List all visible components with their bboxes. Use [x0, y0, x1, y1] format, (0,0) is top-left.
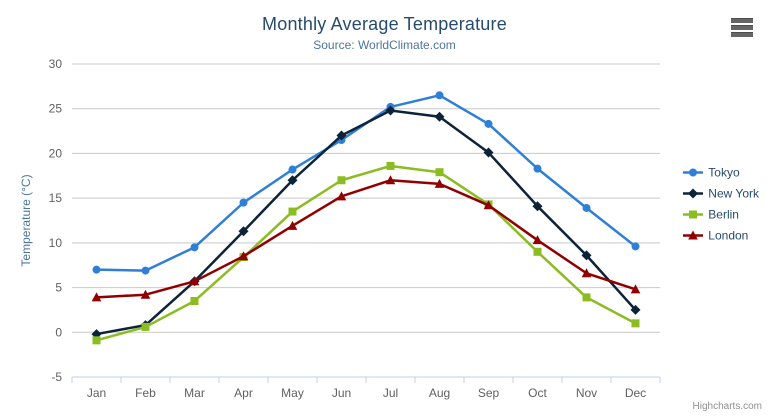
- y-tick-label: 0: [55, 325, 62, 339]
- legend-item-tokyo[interactable]: Tokyo: [683, 166, 759, 180]
- series-line-new-york[interactable]: [95, 109, 637, 336]
- point-tokyo-oct[interactable]: [533, 164, 542, 173]
- point-tokyo-feb[interactable]: [141, 266, 150, 275]
- y-axis-title: Temperature (°C): [19, 174, 33, 266]
- diamond-legend-marker[interactable]: [688, 188, 699, 199]
- point-tokyo-may[interactable]: [288, 165, 297, 174]
- triangle-legend-marker[interactable]: [688, 230, 699, 240]
- x-tick-label-sep: Sep: [478, 386, 500, 400]
- point-berlin-jun[interactable]: [337, 176, 346, 185]
- series-line-london[interactable]: [95, 179, 637, 299]
- point-london-may[interactable]: [287, 220, 298, 230]
- x-tick-label-apr: Apr: [234, 386, 253, 400]
- export-menu-button[interactable]: [731, 16, 757, 38]
- legend: Tokyo New York Berlin London: [683, 166, 759, 243]
- chart-title: Monthly Average Temperature: [262, 14, 507, 34]
- x-tick-label-oct: Oct: [528, 386, 547, 400]
- square-legend-icon: [683, 210, 704, 219]
- y-tick-label: 5: [55, 281, 62, 295]
- legend-item-berlin[interactable]: Berlin: [683, 208, 759, 222]
- legend-label: London: [708, 228, 749, 243]
- series-london: [91, 175, 641, 302]
- x-tick-label-dec: Dec: [625, 386, 646, 400]
- x-tick-label-aug: Aug: [429, 386, 450, 400]
- x-tick-label-jun: Jun: [332, 386, 351, 400]
- y-tick-label: -5: [51, 370, 62, 384]
- point-berlin-oct[interactable]: [533, 247, 542, 256]
- point-tokyo-dec[interactable]: [631, 242, 640, 251]
- point-tokyo-nov[interactable]: [582, 203, 591, 212]
- legend-item-london[interactable]: London: [683, 229, 759, 243]
- point-tokyo-aug[interactable]: [435, 91, 444, 100]
- y-tick-label: 10: [49, 236, 63, 250]
- point-new-york-may[interactable]: [287, 175, 298, 186]
- x-tick-label-nov: Nov: [576, 386, 597, 400]
- circle-legend-icon: [683, 168, 704, 177]
- point-berlin-nov[interactable]: [582, 293, 591, 302]
- triangle-legend-icon: [683, 230, 704, 240]
- point-london-aug[interactable]: [434, 178, 445, 188]
- diamond-legend-icon: [683, 188, 704, 199]
- legend-label: Tokyo: [708, 165, 740, 180]
- y-tick-label: 25: [49, 102, 63, 116]
- x-tick-label-jan: Jan: [87, 386, 106, 400]
- x-tick-label-mar: Mar: [184, 386, 205, 400]
- y-tick-label: 20: [49, 146, 63, 160]
- point-new-york-jul[interactable]: [385, 105, 396, 116]
- series-line-berlin[interactable]: [95, 164, 637, 342]
- point-new-york-apr[interactable]: [238, 226, 249, 237]
- x-tick-label-feb: Feb: [135, 386, 156, 400]
- point-berlin-may[interactable]: [288, 207, 297, 216]
- point-tokyo-apr[interactable]: [239, 198, 248, 207]
- point-tokyo-sep[interactable]: [484, 119, 493, 128]
- point-berlin-jul[interactable]: [386, 161, 395, 170]
- square-legend-marker[interactable]: [689, 210, 698, 219]
- point-tokyo-mar[interactable]: [190, 243, 199, 252]
- point-tokyo-jan[interactable]: [92, 265, 101, 274]
- x-tick-label-jul: Jul: [383, 386, 398, 400]
- x-tick-label-may: May: [281, 386, 304, 400]
- point-berlin-aug[interactable]: [435, 168, 444, 177]
- series-new-york: [91, 105, 641, 340]
- point-london-mar[interactable]: [189, 276, 200, 286]
- y-tick-label: 15: [49, 191, 63, 205]
- point-new-york-sep[interactable]: [483, 147, 494, 158]
- series-tokyo: [92, 91, 640, 275]
- point-london-feb[interactable]: [140, 289, 151, 299]
- point-london-dec[interactable]: [630, 284, 641, 294]
- point-london-sep[interactable]: [483, 200, 494, 210]
- point-berlin-dec[interactable]: [631, 319, 640, 328]
- point-london-nov[interactable]: [581, 268, 592, 278]
- legend-item-new-york[interactable]: New York: [683, 187, 759, 201]
- circle-legend-marker[interactable]: [689, 168, 698, 177]
- point-new-york-dec[interactable]: [630, 304, 641, 315]
- point-london-apr[interactable]: [238, 251, 249, 261]
- point-london-jan[interactable]: [91, 292, 102, 302]
- highcharts-credit-link[interactable]: Highcharts.com: [692, 401, 762, 412]
- point-berlin-mar[interactable]: [190, 296, 199, 305]
- hamburger-icon: [731, 17, 753, 23]
- series-line-tokyo[interactable]: [95, 94, 637, 272]
- point-new-york-oct[interactable]: [532, 201, 543, 212]
- point-london-jul[interactable]: [385, 175, 396, 185]
- chart-subtitle: Source: WorldClimate.com: [313, 38, 456, 52]
- point-london-jun[interactable]: [336, 191, 347, 201]
- point-london-oct[interactable]: [532, 235, 543, 245]
- legend-label: New York: [708, 186, 759, 201]
- point-new-york-aug[interactable]: [434, 111, 445, 122]
- y-tick-label: 30: [49, 57, 63, 71]
- point-berlin-jan[interactable]: [92, 336, 101, 345]
- point-new-york-jun[interactable]: [336, 130, 347, 141]
- legend-label: Berlin: [708, 207, 739, 222]
- point-berlin-feb[interactable]: [141, 322, 150, 331]
- point-new-york-nov[interactable]: [581, 250, 592, 261]
